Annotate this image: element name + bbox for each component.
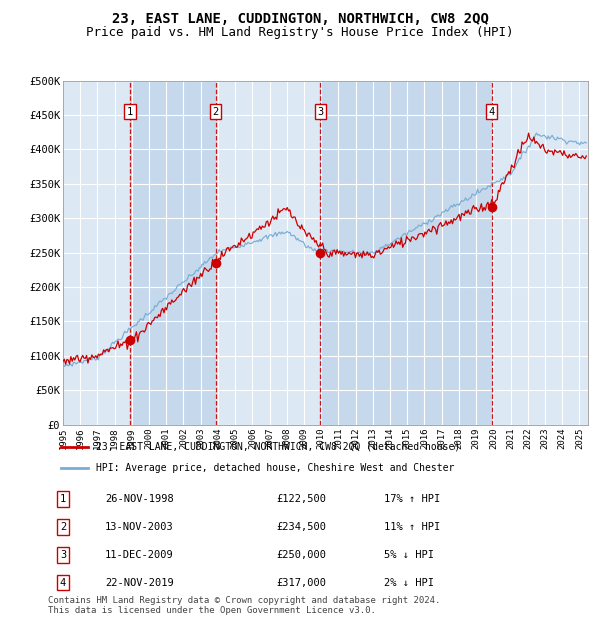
Text: 2% ↓ HPI: 2% ↓ HPI — [384, 578, 434, 588]
Text: 23, EAST LANE, CUDDINGTON, NORTHWICH, CW8 2QQ: 23, EAST LANE, CUDDINGTON, NORTHWICH, CW… — [112, 12, 488, 27]
Text: 5% ↓ HPI: 5% ↓ HPI — [384, 550, 434, 560]
Text: 3: 3 — [60, 550, 66, 560]
Text: 3: 3 — [317, 107, 323, 117]
Text: 2: 2 — [60, 522, 66, 532]
Text: £122,500: £122,500 — [276, 494, 326, 504]
Text: Price paid vs. HM Land Registry's House Price Index (HPI): Price paid vs. HM Land Registry's House … — [86, 26, 514, 39]
Text: 17% ↑ HPI: 17% ↑ HPI — [384, 494, 440, 504]
Text: 26-NOV-1998: 26-NOV-1998 — [105, 494, 174, 504]
Bar — [320, 81, 491, 425]
Text: £250,000: £250,000 — [276, 550, 326, 560]
Text: Contains HM Land Registry data © Crown copyright and database right 2024.
This d: Contains HM Land Registry data © Crown c… — [48, 596, 440, 615]
Bar — [215, 81, 320, 425]
Text: 11% ↑ HPI: 11% ↑ HPI — [384, 522, 440, 532]
Text: 4: 4 — [60, 578, 66, 588]
Text: 1: 1 — [127, 107, 133, 117]
Text: 23, EAST LANE, CUDDINGTON, NORTHWICH, CW8 2QQ (detached house): 23, EAST LANE, CUDDINGTON, NORTHWICH, CW… — [95, 441, 460, 451]
Text: £317,000: £317,000 — [276, 578, 326, 588]
Text: 11-DEC-2009: 11-DEC-2009 — [105, 550, 174, 560]
Bar — [130, 81, 215, 425]
Text: £234,500: £234,500 — [276, 522, 326, 532]
Text: HPI: Average price, detached house, Cheshire West and Chester: HPI: Average price, detached house, Ches… — [95, 463, 454, 473]
Bar — [491, 81, 588, 425]
Text: 2: 2 — [212, 107, 219, 117]
Text: 22-NOV-2019: 22-NOV-2019 — [105, 578, 174, 588]
Text: 1: 1 — [60, 494, 66, 504]
Text: 4: 4 — [488, 107, 495, 117]
Bar — [63, 81, 130, 425]
Text: 13-NOV-2003: 13-NOV-2003 — [105, 522, 174, 532]
